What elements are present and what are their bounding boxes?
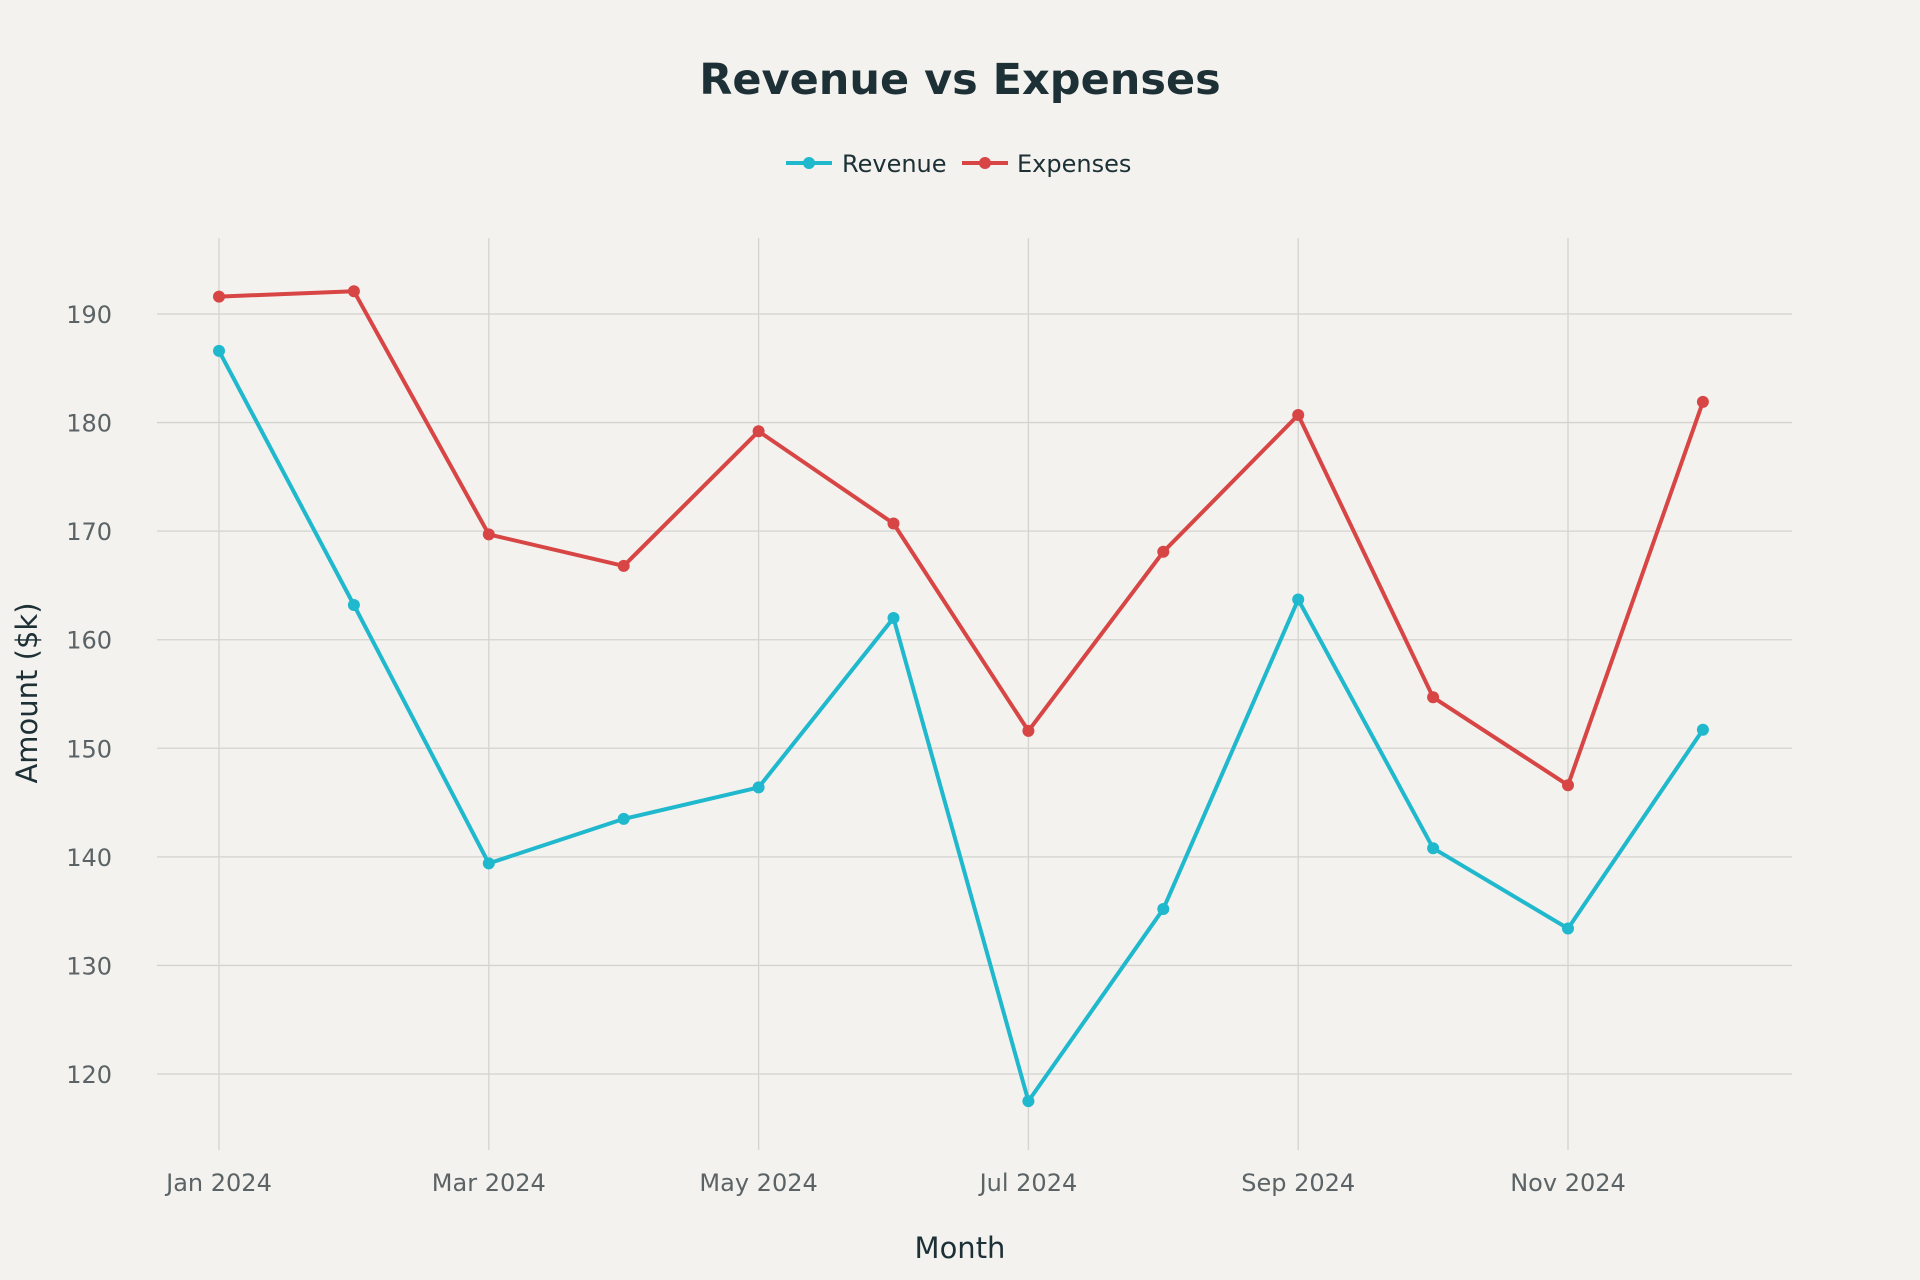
series [213, 285, 1709, 1108]
legend-item-expenses[interactable]: Expenses [962, 150, 1131, 178]
data-point-expenses-2024-01[interactable] [213, 290, 225, 303]
data-point-revenue-2024-01[interactable] [213, 344, 225, 357]
x-tick-label-2024-03: Mar 2024 [432, 1169, 546, 1197]
data-point-revenue-2024-10[interactable] [1427, 842, 1440, 855]
data-point-revenue-2024-09[interactable] [1292, 593, 1305, 606]
data-point-expenses-2024-08[interactable] [1157, 545, 1170, 558]
y-tick-label-150: 150 [66, 735, 112, 763]
data-point-revenue-2024-06[interactable] [887, 612, 900, 624]
y-axis-ticks: 120 130 140 150 160 170 180 190 [66, 301, 112, 1089]
y-tick-label-180: 180 [66, 410, 112, 438]
x-axis-title: Month [915, 1231, 1006, 1265]
data-point-expenses-2024-03[interactable] [482, 528, 495, 541]
data-point-revenue-2024-07[interactable] [1022, 1095, 1035, 1108]
legend-expenses-label: Expenses [1017, 150, 1131, 178]
series-line-revenue [217, 348, 1705, 1104]
y-tick-label-130: 130 [66, 952, 112, 980]
data-point-revenue-2024-05[interactable] [752, 781, 765, 794]
data-point-revenue-2024-11[interactable] [1562, 922, 1574, 935]
y-tick-label-120: 120 [66, 1061, 112, 1089]
data-point-expenses-2024-12[interactable] [1696, 395, 1709, 408]
legend[interactable]: Revenue Expenses [786, 150, 1131, 178]
x-tick-label-2024-05: May 2024 [699, 1169, 817, 1197]
x-tick-label-2024-01: Jan 2024 [164, 1169, 272, 1197]
series-line-expenses [217, 289, 1705, 788]
data-point-expenses-2024-10[interactable] [1427, 691, 1440, 704]
data-point-revenue-2024-08[interactable] [1157, 903, 1170, 915]
x-axis-ticks: Jan 2024 Mar 2024 May 2024 Jul 2024 Sep 2024… [164, 1169, 1626, 1197]
data-point-expenses-2024-11[interactable] [1562, 779, 1574, 792]
data-point-revenue-2024-04[interactable] [617, 812, 630, 825]
data-point-expenses-2024-07[interactable] [1022, 724, 1035, 737]
data-point-revenue-2024-03[interactable] [482, 857, 495, 870]
legend-expenses-marker [979, 157, 991, 169]
legend-revenue-label: Revenue [842, 150, 947, 178]
y-tick-label-140: 140 [66, 844, 112, 872]
series-expenses [213, 285, 1709, 792]
data-point-expenses-2024-06[interactable] [887, 517, 900, 530]
series-revenue [213, 344, 1709, 1108]
data-point-revenue-2024-12[interactable] [1696, 723, 1709, 736]
data-point-expenses-2024-02[interactable] [347, 285, 360, 298]
x-tick-label-2024-07: Jul 2024 [978, 1169, 1078, 1197]
y-tick-label-160: 160 [66, 627, 112, 655]
chart-title: Revenue vs Expenses [699, 55, 1220, 105]
legend-revenue-marker [803, 157, 815, 169]
y-tick-label-170: 170 [66, 518, 112, 546]
data-point-revenue-2024-02[interactable] [347, 599, 360, 611]
data-point-expenses-2024-04[interactable] [617, 559, 630, 572]
x-tick-label-2024-11: Nov 2024 [1510, 1169, 1626, 1197]
data-point-expenses-2024-09[interactable] [1292, 409, 1305, 421]
x-tick-label-2024-09: Sep 2024 [1241, 1169, 1355, 1197]
legend-item-revenue[interactable]: Revenue [786, 150, 947, 178]
data-point-expenses-2024-05[interactable] [752, 425, 765, 438]
y-tick-label-190: 190 [66, 301, 112, 329]
y-axis-title: Amount ($k) [10, 602, 44, 783]
